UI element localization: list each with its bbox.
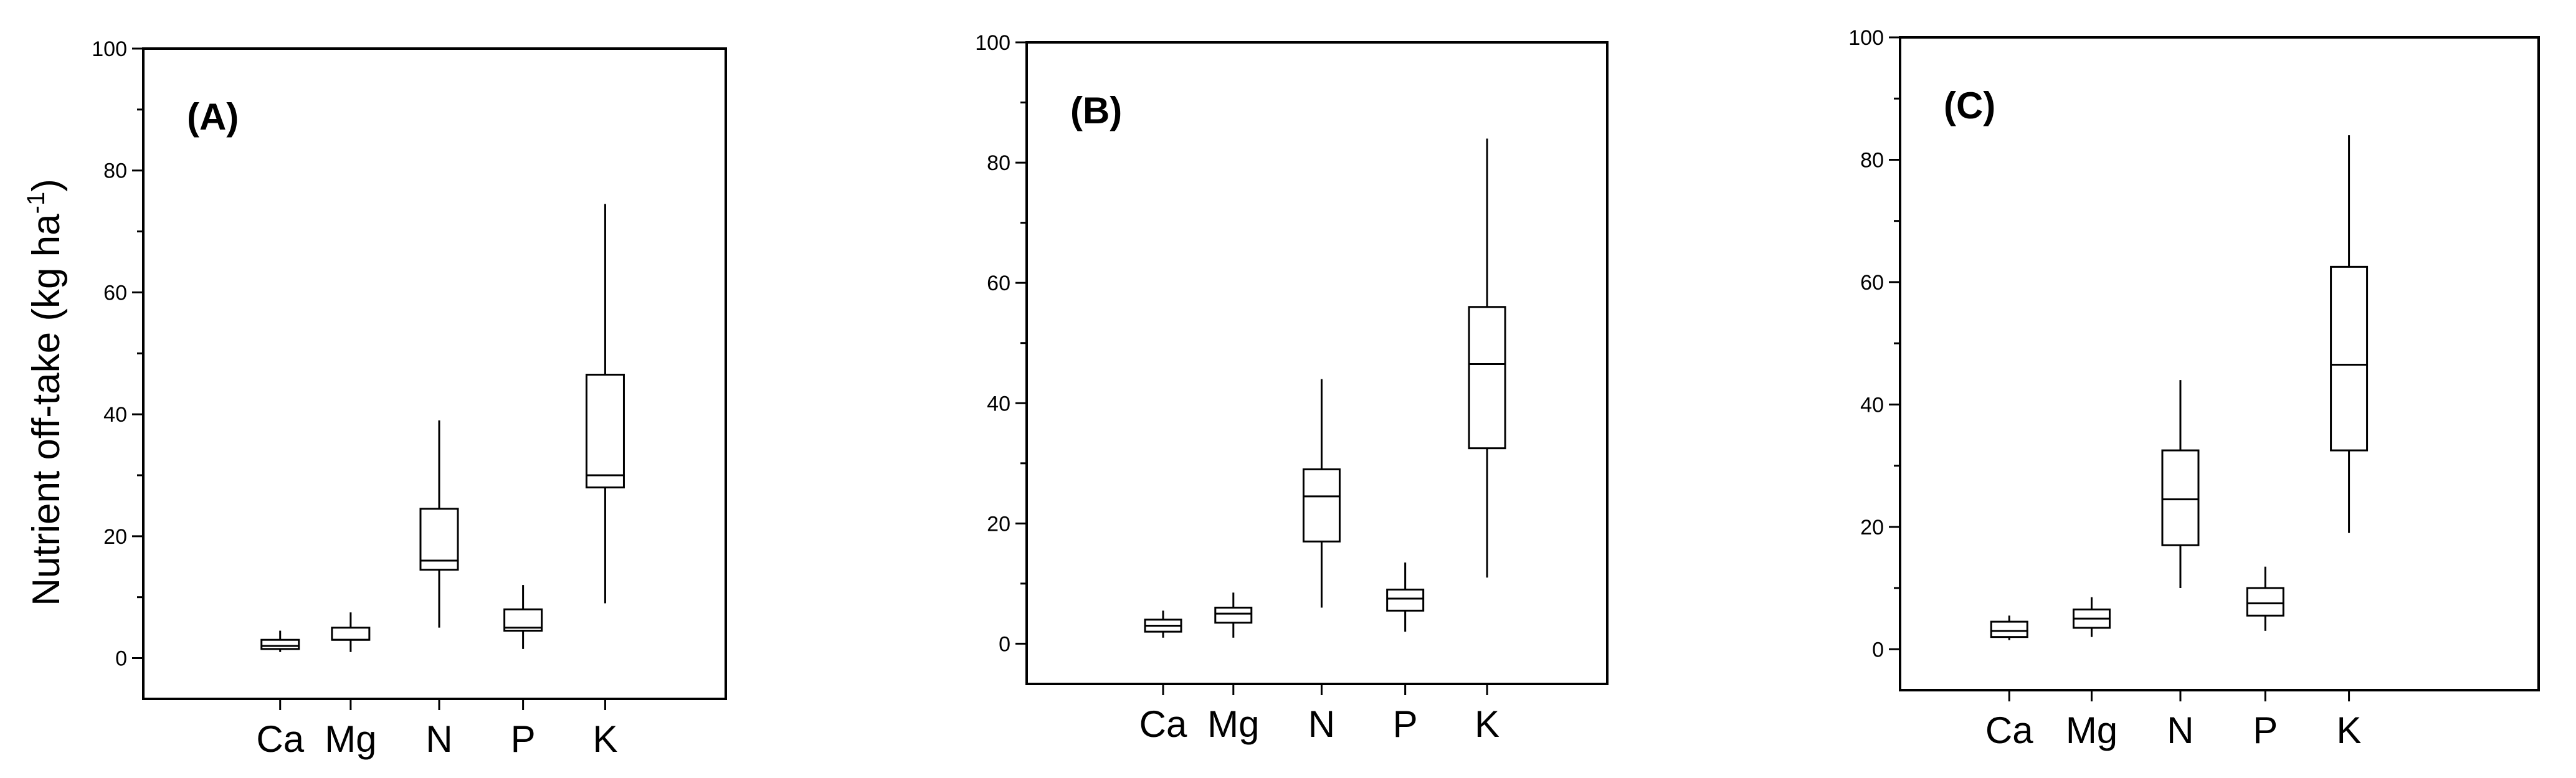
box-n — [2161, 380, 2200, 589]
x-tick-label: Mg — [2066, 709, 2117, 751]
box-iqr — [1214, 606, 1253, 624]
y-tick-label: 80 — [987, 151, 1010, 175]
y-tick-label: 80 — [1860, 148, 1884, 172]
box-ca — [260, 630, 300, 652]
box-iqr — [1302, 468, 1341, 543]
x-tick-label: K — [592, 718, 617, 760]
box-iqr — [331, 627, 371, 641]
x-tick-label: N — [2167, 709, 2193, 751]
x-tick-label: Ca — [1139, 703, 1187, 745]
x-tick-label: Ca — [256, 718, 304, 760]
box-mg — [331, 612, 371, 652]
y-tick-label: 20 — [987, 512, 1010, 536]
y-tick-label: 0 — [999, 632, 1010, 656]
box-n — [419, 420, 459, 628]
plot-frame — [1025, 41, 1609, 685]
y-tick-label: 0 — [1872, 638, 1884, 662]
box-iqr — [260, 638, 300, 650]
box-p — [503, 585, 543, 649]
y-tick-label: 100 — [1848, 26, 1884, 50]
x-tick-label: N — [1308, 703, 1335, 745]
panel-2: 0 20 40 60 80 100 Ca Mg N P K (B) — [975, 31, 1609, 745]
box-iqr — [1990, 620, 2028, 638]
box-iqr — [2161, 449, 2200, 546]
x-tick-label: Ca — [1985, 709, 2033, 751]
box-iqr — [2330, 265, 2369, 452]
box-mg — [1214, 592, 1253, 638]
panel-label: (C) — [1944, 85, 1995, 126]
box-k — [585, 204, 625, 604]
x-tick-label: K — [2337, 709, 2362, 751]
x-tick-label: Mg — [1207, 703, 1259, 745]
y-tick-label: 0 — [115, 647, 127, 671]
y-tick-label: 40 — [1860, 393, 1884, 417]
y-axis-label: Nutrient off-take (kg ha-1) — [22, 179, 68, 606]
box-iqr — [2246, 587, 2284, 617]
x-tick-label: N — [425, 718, 452, 760]
box-mg — [2073, 597, 2111, 637]
y-tick-label: 20 — [103, 525, 127, 549]
y-tick-label: 60 — [103, 281, 127, 305]
plot-frame — [1899, 36, 2540, 691]
box-n — [1302, 379, 1341, 608]
y-tick-label: 20 — [1860, 516, 1884, 539]
box-iqr — [585, 374, 625, 489]
y-tick-label: 60 — [987, 272, 1010, 295]
y-tick-label: 100 — [92, 37, 127, 61]
box-iqr — [1468, 306, 1506, 450]
y-tick-label: 40 — [987, 392, 1010, 415]
x-tick-label: K — [1475, 703, 1499, 745]
panel-label: (A) — [187, 96, 239, 138]
x-tick-label: P — [511, 718, 536, 760]
panel-label: (B) — [1070, 90, 1122, 131]
y-tick-label: 80 — [103, 159, 127, 183]
plot-frame — [142, 47, 727, 700]
box-iqr — [419, 508, 459, 571]
box-p — [1386, 562, 1425, 632]
box-p — [2246, 566, 2284, 631]
y-tick-label: 40 — [103, 403, 127, 427]
y-tick-label: 60 — [1860, 271, 1884, 295]
panel-3: 0 20 40 60 80 100 Ca Mg N P K (C) — [1848, 26, 2540, 751]
box-ca — [1990, 615, 2028, 640]
y-tick-label: 100 — [975, 31, 1010, 55]
x-tick-label: P — [1393, 703, 1418, 745]
box-ca — [1144, 610, 1182, 638]
x-tick-label: P — [2253, 709, 2278, 751]
panel-1: 0 20 40 60 80 100 Ca Mg N P K (A) Nutrient off-take … — [22, 37, 727, 760]
box-k — [1468, 138, 1506, 578]
x-tick-label: Mg — [325, 718, 376, 760]
box-iqr — [1386, 589, 1425, 612]
box-k — [2330, 135, 2369, 533]
